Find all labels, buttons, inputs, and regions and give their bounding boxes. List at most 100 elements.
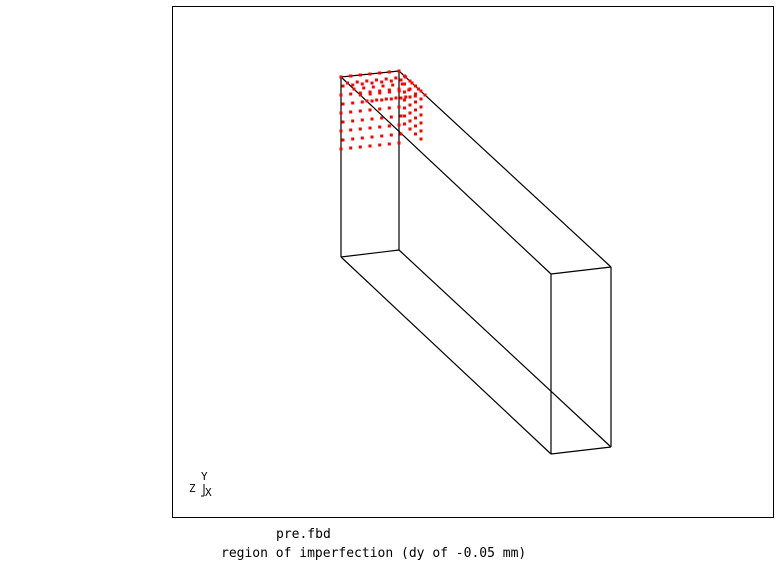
wireframe-edge-cd — [340, 249, 400, 258]
node-marker — [403, 114, 406, 118]
node-marker — [380, 134, 384, 138]
node-marker — [414, 100, 417, 104]
node-marker — [408, 95, 412, 99]
node-marker — [403, 122, 406, 126]
node-marker — [371, 85, 375, 89]
description-caption: region of imperfection (dy of -0.05 mm) — [221, 546, 527, 561]
node-marker — [368, 92, 372, 96]
node-marker — [355, 80, 359, 84]
node-marker — [365, 79, 369, 83]
node-marker — [370, 99, 374, 103]
node-marker — [358, 145, 362, 149]
node-marker — [387, 124, 391, 128]
node-marker — [394, 76, 398, 80]
node-marker — [400, 82, 404, 86]
node-marker — [397, 105, 401, 109]
node-marker — [414, 116, 417, 120]
node-marker — [389, 133, 393, 137]
node-marker — [397, 87, 401, 91]
node-marker — [380, 116, 384, 120]
wireframe-edge-gh — [550, 446, 612, 455]
node-marker — [339, 147, 343, 151]
node-marker — [346, 81, 349, 85]
node-marker — [381, 84, 385, 88]
node-marker — [389, 79, 393, 83]
node-marker — [387, 70, 391, 74]
node-marker — [341, 120, 345, 124]
graphics-viewport[interactable]: Y Z X — [172, 6, 774, 518]
node-marker — [378, 107, 382, 111]
node-marker — [419, 137, 423, 141]
node-marker — [397, 89, 401, 93]
node-marker — [358, 109, 362, 113]
node-marker — [387, 88, 391, 92]
node-marker — [351, 101, 355, 105]
triad-x-label: X — [205, 486, 212, 499]
node-marker — [417, 87, 420, 91]
wireframe-edge-bf — [398, 70, 612, 268]
node-marker — [370, 81, 374, 85]
node-marker — [351, 119, 355, 123]
node-marker — [360, 118, 364, 122]
triad-y-label: Y — [201, 470, 208, 483]
node-marker — [349, 128, 353, 132]
node-marker — [358, 91, 362, 95]
node-marker — [419, 129, 423, 133]
wireframe-edge-cg — [340, 256, 552, 455]
node-marker — [375, 78, 378, 82]
node-marker — [387, 142, 391, 146]
node-marker — [384, 97, 388, 101]
node-marker — [410, 81, 414, 85]
imperfection-node-markers — [339, 69, 427, 151]
node-marker — [358, 73, 362, 77]
node-marker — [339, 111, 343, 115]
node-marker — [388, 90, 391, 94]
node-marker — [408, 103, 412, 107]
node-marker — [408, 119, 412, 123]
node-marker — [368, 126, 372, 130]
node-marker — [378, 91, 382, 95]
node-marker — [399, 78, 403, 82]
node-marker — [399, 132, 403, 136]
node-marker — [414, 124, 417, 128]
node-marker — [403, 98, 406, 102]
node-marker — [389, 115, 393, 119]
wireframe-edge-dh — [398, 249, 612, 448]
node-marker — [349, 74, 353, 78]
node-marker — [403, 90, 406, 94]
node-marker — [399, 96, 403, 100]
node-marker — [368, 72, 372, 76]
node-marker — [351, 137, 355, 141]
node-marker — [408, 79, 412, 83]
node-marker — [414, 132, 417, 136]
node-marker — [368, 90, 372, 94]
node-marker — [380, 80, 384, 84]
node-marker — [408, 127, 412, 131]
node-marker — [389, 97, 393, 101]
node-marker — [362, 86, 366, 90]
node-marker — [408, 87, 412, 91]
node-marker — [341, 84, 345, 88]
node-marker — [414, 108, 417, 112]
node-marker — [339, 75, 343, 79]
model-view: Y Z X — [189, 69, 612, 499]
wireframe-edge-ae — [340, 76, 552, 275]
node-marker — [423, 93, 427, 97]
node-marker — [378, 71, 382, 75]
wireframe-edge-ef — [550, 266, 612, 275]
node-marker — [419, 97, 423, 101]
node-marker — [341, 138, 345, 142]
node-marker — [403, 106, 406, 110]
node-marker — [352, 87, 356, 91]
node-marker — [370, 135, 374, 139]
node-marker — [368, 108, 372, 112]
node-marker — [349, 146, 353, 150]
node-marker — [378, 143, 382, 147]
node-marker — [387, 106, 391, 110]
node-marker — [349, 110, 353, 114]
node-marker — [391, 83, 395, 87]
node-marker — [403, 74, 406, 78]
node-marker — [408, 111, 412, 115]
node-marker — [403, 82, 406, 86]
node-marker — [414, 84, 417, 88]
